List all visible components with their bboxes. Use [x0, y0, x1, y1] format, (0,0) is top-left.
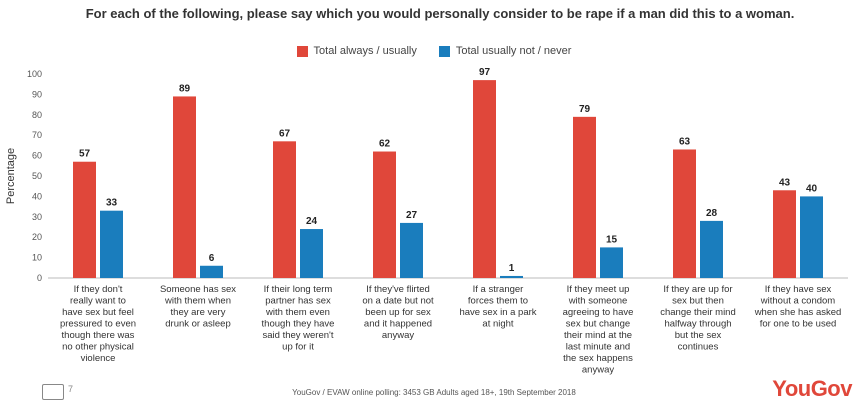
category-label: If they don't really want to have sex but …	[60, 284, 136, 364]
chart-title: For each of the following, please say wh…	[85, 6, 795, 21]
data-label: 43	[779, 177, 791, 188]
bar-always-usually	[473, 80, 496, 279]
y-tick-label: 30	[32, 212, 42, 222]
data-label: 24	[306, 216, 318, 227]
legend-swatch-blue	[438, 45, 450, 57]
y-tick-label: 100	[27, 69, 42, 79]
bar-always-usually	[173, 96, 196, 278]
legend-swatch-red	[296, 45, 308, 57]
legend-label-never: Total usually not / never	[455, 45, 572, 57]
data-label: 79	[579, 104, 591, 115]
bar-usually-not-never	[200, 265, 223, 278]
bar-always-usually	[73, 161, 96, 278]
bar-usually-not-never	[800, 196, 823, 278]
category-label: If they meet up with someone agreeing to h…	[563, 284, 634, 376]
slide-icon	[42, 384, 64, 400]
y-tick-label: 60	[32, 151, 42, 161]
yougov-logo: YouGov	[772, 376, 852, 401]
y-tick-label: 10	[32, 253, 42, 263]
y-tick-label: 0	[37, 273, 42, 283]
bar-always-usually	[373, 151, 396, 278]
page-number: 7	[68, 384, 74, 394]
legend-item-always: Total always / usually	[296, 45, 417, 57]
data-label: 6	[209, 253, 215, 264]
legend-item-never: Total usually not / never	[438, 45, 572, 57]
data-label: 33	[106, 198, 118, 209]
bar-usually-not-never	[300, 229, 323, 278]
bar-usually-not-never	[600, 247, 623, 278]
bar-usually-not-never	[700, 220, 723, 278]
data-label: 27	[406, 210, 418, 221]
data-label: 15	[606, 234, 618, 245]
category-label: Someone has sex with them when they are ve…	[160, 284, 236, 330]
y-tick-label: 20	[32, 232, 42, 242]
data-label: 28	[706, 208, 718, 219]
data-label: 97	[479, 67, 491, 78]
y-tick-label: 70	[32, 130, 42, 140]
bar-usually-not-never	[400, 222, 423, 278]
y-tick-label: 80	[32, 110, 42, 120]
category-label: If they have sex without a condom when she…	[754, 284, 842, 330]
bar-always-usually	[773, 190, 796, 278]
bar-always-usually	[273, 141, 296, 278]
bar-always-usually	[673, 149, 696, 278]
bar-usually-not-never	[500, 275, 523, 278]
chart-legend: Total always / usually Total usually not…	[0, 45, 868, 57]
data-label: 67	[279, 128, 291, 139]
source-note: YouGov / EVAW online polling: 3453 GB Ad…	[292, 388, 576, 397]
data-label: 89	[179, 83, 191, 94]
y-tick-label: 40	[32, 191, 42, 201]
y-tick-label: 50	[32, 171, 42, 181]
legend-label-always: Total always / usually	[313, 45, 417, 57]
category-label: If they are up for sex but then change the…	[660, 284, 736, 353]
category-label: If they've flirted on a date but not been …	[362, 284, 434, 341]
category-label: If their long term partner has sex with th…	[262, 284, 335, 353]
bar-usually-not-never	[100, 210, 123, 278]
data-label: 62	[379, 139, 391, 150]
category-label: If a stranger forces them to have sex in a…	[459, 284, 536, 330]
data-label: 1	[509, 263, 515, 274]
data-label: 57	[79, 149, 91, 160]
y-axis-label: Percentage	[5, 148, 17, 204]
bar-always-usually	[573, 116, 596, 278]
data-label: 63	[679, 136, 691, 147]
data-label: 40	[806, 183, 818, 194]
y-tick-label: 90	[32, 89, 42, 99]
